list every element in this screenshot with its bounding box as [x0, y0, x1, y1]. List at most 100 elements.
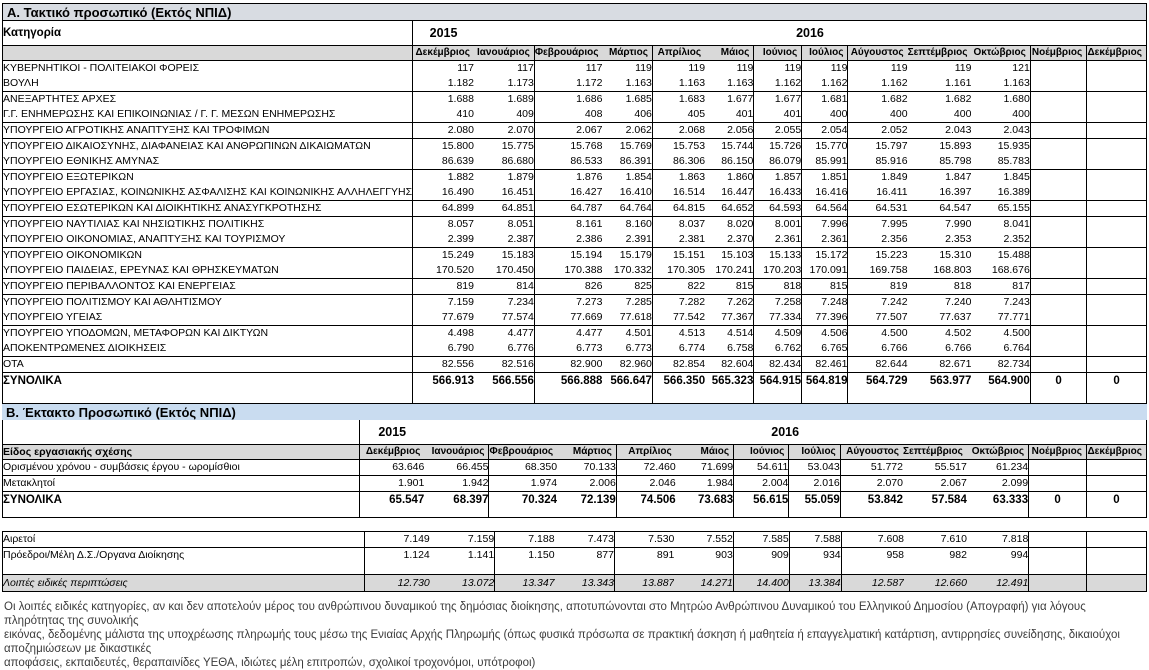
data-cell: 15.310	[939, 249, 972, 261]
data-cell: 1.879	[473, 169, 535, 185]
data-cell	[1086, 200, 1147, 217]
column-header-month: Νοέμβριος	[1030, 45, 1088, 61]
data-cell: 15.800	[441, 140, 474, 152]
data-cell: 826	[534, 278, 603, 295]
footnote-line: Οι λοιπές ειδικές κατηγορίες, αν και δεν…	[4, 601, 1086, 627]
data-cell: 1.163	[971, 76, 1031, 92]
data-cell: 119	[801, 60, 849, 76]
data-cell: 566.350	[663, 375, 706, 387]
footnote: Οι λοιπές ειδικές κατηγορίες, αν και δεν…	[2, 600, 1147, 670]
column-header-month: Αύγουστος	[840, 444, 903, 460]
data-cell	[1030, 247, 1088, 263]
row-label: ΥΠΟΥΡΓΕΙΟ ΠΑΙΔΕΙΑΣ, ΕΡΕΥΝΑΣ ΚΑΙ ΘΡΗΣΚΕΥΜ…	[2, 263, 414, 279]
data-cell: 57.584	[931, 494, 967, 506]
data-cell: 86.639	[412, 154, 474, 170]
data-cell: 64.764	[602, 200, 653, 217]
data-cell: 6.758	[705, 341, 755, 357]
data-cell: 1.680	[971, 91, 1031, 107]
table-row: ΥΠΟΥΡΓΕΙΟ ΕΘΝΙΚΗΣ ΑΜΥΝΑΣ 86.639 86.680 86.5…	[2, 154, 1147, 170]
data-cell: 15.172	[801, 247, 849, 263]
table-row: ΥΠΟΥΡΓΕΙΟ ΥΠΟΔΟΜΩΝ, ΜΕΤΑΦΟΡΩΝ ΚΑΙ ΔΙΚΤΥΩ…	[2, 325, 1147, 341]
data-cell	[1087, 139, 1147, 155]
data-cell: 2.055	[753, 122, 803, 139]
table-row: ΥΠΟΥΡΓΕΙΟ ΠΑΙΔΕΙΑΣ, ΕΡΕΥΝΑΣ ΚΑΙ ΘΡΗΣΚΕΥΜ…	[2, 263, 1147, 279]
data-cell: 117	[473, 60, 535, 76]
data-cell: 82.604	[705, 356, 755, 373]
data-cell: 12.491	[966, 574, 1030, 592]
data-cell: 1.677	[705, 91, 755, 107]
data-cell: 566.888	[560, 375, 603, 387]
table-row: Ορισμένου χρόνου - συμβάσεις έργου - ωρο…	[2, 459, 1147, 476]
data-cell: 86.680	[473, 154, 535, 170]
data-cell: 16.416	[801, 185, 849, 201]
data-cell: 8.057	[447, 218, 474, 230]
data-cell: 7.608	[841, 531, 905, 548]
row-label: Γ.Γ. ΕΝΗΜΕΡΩΣΗΣ ΚΑΙ ΕΠΙΚΟΙΝΩΝΙΑΣ / Γ. Γ.…	[2, 107, 414, 123]
data-cell: 15.223	[875, 249, 908, 261]
data-cell: 82.854	[652, 356, 706, 373]
data-cell: 16.451	[473, 185, 535, 201]
data-cell: 4.500	[971, 325, 1031, 341]
data-cell: 2.004	[733, 475, 790, 492]
data-cell: 815	[705, 278, 755, 295]
data-cell: 4.506	[801, 325, 849, 341]
data-cell: 2.356	[847, 232, 908, 248]
table-row: Γ.Γ. ΕΝΗΜΕΡΩΣΗΣ ΚΑΙ ΕΠΙΚΟΙΝΩΝΙΑΣ / Γ. Γ.…	[2, 107, 1147, 123]
data-cell: 2.043	[907, 122, 972, 139]
data-cell: 0	[1030, 372, 1088, 404]
data-cell: 400	[971, 107, 1031, 123]
data-cell: 15.133	[753, 247, 803, 263]
data-cell: 1.683	[678, 93, 706, 105]
data-cell: 13.887	[614, 574, 675, 592]
data-cell: 8.051	[473, 216, 535, 232]
data-cell: 1.882	[447, 171, 474, 183]
data-cell: 819	[847, 278, 908, 295]
section-b-table: 2015 2016 Είδος εργασιακής σχέσης Δεκέμβριο…	[2, 420, 1147, 518]
data-cell: 6.776	[473, 341, 535, 357]
data-cell: 2.370	[705, 232, 755, 248]
data-cell: 400	[801, 107, 849, 123]
data-cell	[1030, 76, 1088, 92]
section-b-extra-table: Αιρετοί 7.149 7.159 7.188 7.473 7.530 7.552 7.5…	[2, 531, 1147, 592]
column-header-month: Φεβρουάριος	[488, 444, 558, 460]
data-cell: 16.397	[907, 185, 972, 201]
data-cell: 119	[688, 62, 706, 74]
row-header-label: Είδος εργασιακής σχέσης	[2, 444, 361, 460]
column-header-month: Μάιος	[705, 45, 755, 61]
data-cell: 56.615	[733, 491, 790, 518]
row-label: ΥΠΟΥΡΓΕΙΟ ΥΓΕΙΑΣ	[2, 310, 414, 326]
data-cell: 68.397	[424, 491, 490, 518]
data-cell: 72.139	[557, 491, 617, 518]
data-cell: 1.849	[881, 171, 908, 183]
data-cell: 170.203	[753, 263, 803, 279]
data-cell: 7.610	[904, 531, 967, 548]
data-cell: 12.660	[904, 574, 967, 592]
data-cell	[1030, 200, 1088, 217]
table-row: ΚΥΒΕΡΝΗΤΙΚΟΙ - ΠΟΛΙΤΕΙΑΚΟΙ ΦΟΡΕΙΣ 117 117 1…	[2, 60, 1147, 76]
table-row: ΥΠΟΥΡΓΕΙΟ ΑΓΡΟΤΙΚΗΣ ΑΝΑΠΤΥΞΗΣ ΚΑΙ ΤΡΟΦΙΜ…	[2, 122, 1147, 139]
data-cell: 1.182	[412, 76, 474, 92]
data-cell	[1087, 92, 1147, 108]
data-cell: 15.753	[672, 140, 706, 152]
data-cell: 409	[473, 107, 535, 123]
data-cell: 6.774	[652, 341, 706, 357]
data-cell: 16.389	[971, 185, 1031, 201]
data-cell: 2.070	[840, 475, 903, 492]
data-cell: 4.509	[753, 325, 803, 341]
data-cell: 77.367	[705, 310, 755, 326]
data-cell	[1030, 107, 1088, 123]
column-header-month: Απρίλιος	[616, 444, 676, 460]
data-cell: 7.996	[801, 216, 849, 232]
data-cell: 15.768	[570, 140, 603, 152]
data-cell: 909	[733, 547, 790, 575]
row-label: ΟΤΑ	[2, 356, 414, 373]
row-label: ΣΥΝΟΛΙΚΑ	[2, 372, 414, 404]
data-cell: 168.803	[907, 263, 972, 279]
column-header-month: Μάρτιος	[602, 45, 653, 61]
data-cell: 16.447	[705, 185, 755, 201]
data-cell: 170.450	[473, 263, 535, 279]
column-header-month: Δεκέμβριος	[1086, 45, 1147, 61]
data-cell: 54.611	[733, 459, 790, 476]
data-cell: 170.305	[652, 263, 706, 279]
data-cell: 85.991	[801, 154, 849, 170]
